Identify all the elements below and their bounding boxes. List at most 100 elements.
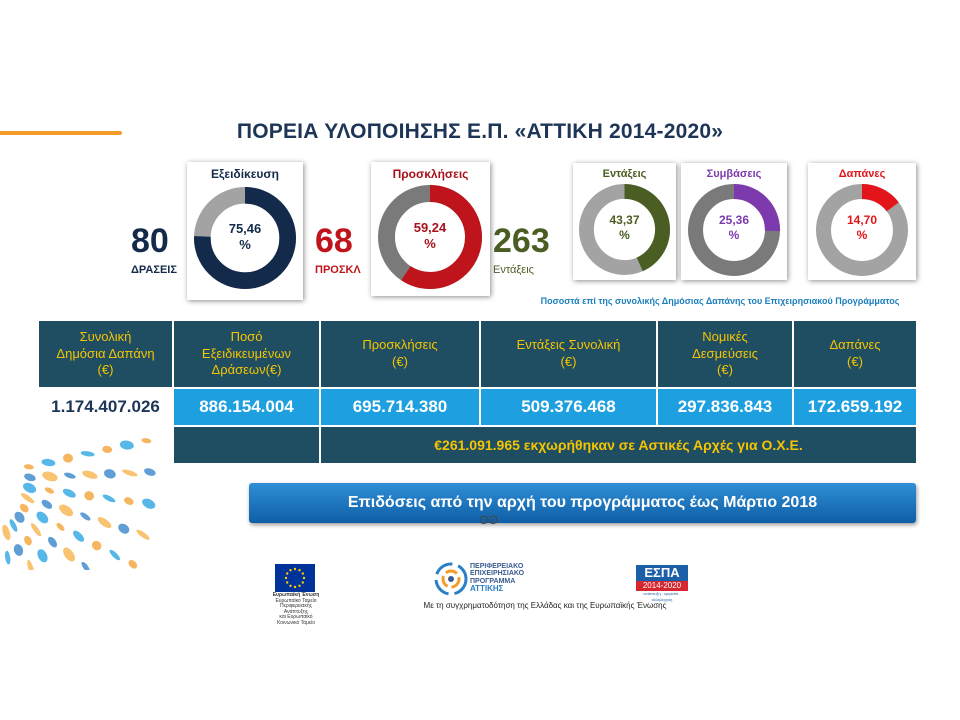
decorative-dot — [14, 511, 25, 523]
table-footer-row: €261.091.965 εκχωρήθηκαν σε Αστικές Αρχέ… — [38, 425, 918, 465]
header-legal-commitments: Νομικές Δεσμεύσεις (€) — [656, 319, 794, 389]
inclusions-label: Εντάξεις — [493, 264, 534, 276]
decorative-dot — [23, 482, 37, 494]
expenditure-gauge-label: Δαπάνες — [838, 168, 886, 180]
gauge-fill-arc — [816, 184, 908, 276]
gauge-fill-arc — [193, 186, 297, 290]
actions-label: ΔΡΑΣΕΙΣ — [131, 264, 177, 276]
actions-number: 80 — [131, 222, 169, 260]
decorative-dot — [118, 523, 130, 534]
table-values-row: 1.174.407.026 886.154.004 695.714.380 50… — [37, 387, 918, 427]
attica-program-text: ΠΕΡΙΦΕΡΕΙΑΚΟ ΕΠΙΧΕΙΡΗΣΙΑΚΟ ΠΡΟΓΡΑΜΜΑ ΑΤΤ… — [470, 563, 525, 594]
decorative-dot — [48, 536, 58, 548]
decorative-dot — [91, 540, 102, 551]
decorative-dot — [5, 550, 11, 565]
decorative-dot — [9, 519, 18, 532]
decorative-dot — [136, 529, 150, 540]
header-expenditure: Δαπάνες (€) — [792, 319, 918, 389]
eu-star — [293, 585, 297, 589]
contracts-donut — [688, 184, 780, 276]
decorative-dot — [37, 549, 48, 563]
decorative-dot — [56, 522, 65, 531]
decorative-dot — [59, 504, 74, 517]
inclusions-value: 43,37 — [609, 213, 640, 227]
espa-tagline: ανάπτυξη - εργασία - αλληλεγγύη — [643, 591, 681, 602]
decorative-dot — [141, 438, 152, 444]
decorative-dot — [80, 451, 95, 457]
header-specialized-actions: Ποσό Εξειδικευμένων Δράσεων(€) — [172, 319, 321, 389]
specialization-donut — [193, 186, 297, 290]
orange-accent-line — [0, 131, 122, 135]
inclusions-card: Εντάξεις 43,37 % — [573, 163, 676, 280]
decorative-dot — [24, 473, 36, 482]
calls-value: 59,24 — [413, 220, 447, 235]
calls-card: Προσκλήσεις 59,24 % — [371, 162, 490, 296]
decorative-dot — [13, 544, 24, 556]
expenditure-unit: % — [856, 228, 868, 242]
urban-authorities-message: €261.091.965 εκχωρήθηκαν σε Αστικές Αρχέ… — [319, 425, 918, 465]
espa-title: ΕΣΠΑ — [636, 565, 688, 581]
cofinancing-statement: Με τη συγχρηματοδότηση της Ελλάδας και τ… — [423, 601, 667, 610]
value-expenditure: 172.659.192 — [792, 387, 918, 427]
expenditure-donut — [816, 184, 908, 276]
espa-logo: ΕΣΠΑ 2014-2020 ανάπτυξη - εργασία - αλλη… — [636, 565, 688, 602]
decorative-dot — [142, 498, 156, 509]
decorative-dot — [97, 517, 112, 529]
contracts-card: Συμβάσεις 25,36 % — [681, 163, 787, 280]
decorative-dot — [104, 469, 116, 479]
decorative-dot — [2, 524, 11, 541]
eu-star — [286, 581, 289, 584]
value-total-public-expenditure: 1.174.407.026 — [37, 387, 174, 427]
specialization-value: 75,46 — [228, 221, 262, 236]
inclusions-number: 263 — [493, 222, 550, 260]
achievements-banner: Επιδόσεις από την αρχή του προγράμματος … — [249, 483, 916, 523]
gauge-fill-arc — [377, 184, 483, 290]
decorative-dot — [30, 523, 42, 537]
header-calls: Προσκλήσεις (€) — [319, 319, 481, 389]
decorative-dot — [36, 511, 49, 524]
decorative-dot — [102, 445, 113, 453]
percentages-note: Ποσοστά επί της συνολικής Δημόσιας Δαπάν… — [540, 296, 900, 306]
calls-number: 68 — [315, 222, 353, 260]
contracts-value: 25,36 — [718, 213, 750, 227]
financial-stats-table: Συνολική Δημόσια Δαπάνη (€) Ποσό Εξειδικευμ… — [37, 319, 918, 465]
eu-star — [293, 567, 297, 571]
value-calls: 695.714.380 — [319, 387, 481, 427]
gauge-fill-arc — [688, 184, 780, 276]
value-specialized-actions: 886.154.004 — [172, 387, 321, 427]
decorative-dot — [122, 469, 138, 477]
attica-program-logo-icon — [434, 562, 468, 596]
table-header-row: Συνολική Δημόσια Δαπάνη (€) Ποσό Εξειδικευμ… — [37, 319, 918, 389]
inclusions-gauge-label: Εντάξεις — [602, 168, 647, 180]
gauge-fill-arc — [578, 183, 671, 276]
decorative-dot — [63, 453, 73, 463]
eu-star — [301, 572, 304, 575]
inclusions-unit: % — [619, 228, 630, 242]
specialization-card: Εξειδίκευση 75,46 % — [187, 162, 303, 300]
contracts-unit: % — [728, 228, 740, 242]
decorative-dot — [63, 547, 75, 562]
calls-gauge-label: Προσκλήσεις — [392, 167, 469, 181]
eu-caption: Ευρωπαϊκή Ένωση Ευρωπαϊκό Ταμείο Περιφερ… — [272, 592, 320, 626]
header-total-public-expenditure: Συνολική Δημόσια Δαπάνη (€) — [37, 319, 174, 389]
specialization-label: Εξειδίκευση — [211, 167, 279, 181]
calls-donut — [377, 184, 483, 290]
banner-glyph: ʘʘ — [479, 513, 498, 527]
decorative-dot — [84, 491, 95, 501]
eu-flag-icon — [275, 564, 315, 592]
decorative-dot — [144, 468, 156, 476]
decorative-dot — [27, 559, 34, 570]
decorative-dot — [82, 470, 98, 479]
decorative-dot — [119, 440, 134, 450]
value-total-inclusions: 509.376.468 — [479, 387, 658, 427]
decorative-dot — [42, 471, 58, 482]
header-total-inclusions: Εντάξεις Συνολική (€) — [479, 319, 658, 389]
decorative-dots-pattern — [2, 438, 156, 570]
decorative-dot — [73, 530, 85, 542]
contracts-gauge-label: Συμβάσεις — [706, 168, 762, 180]
inclusions-donut — [578, 183, 671, 276]
decorative-dot — [102, 494, 116, 503]
decorative-dot — [41, 458, 56, 467]
eu-star — [289, 584, 292, 587]
expenditure-value: 14,70 — [846, 213, 878, 227]
